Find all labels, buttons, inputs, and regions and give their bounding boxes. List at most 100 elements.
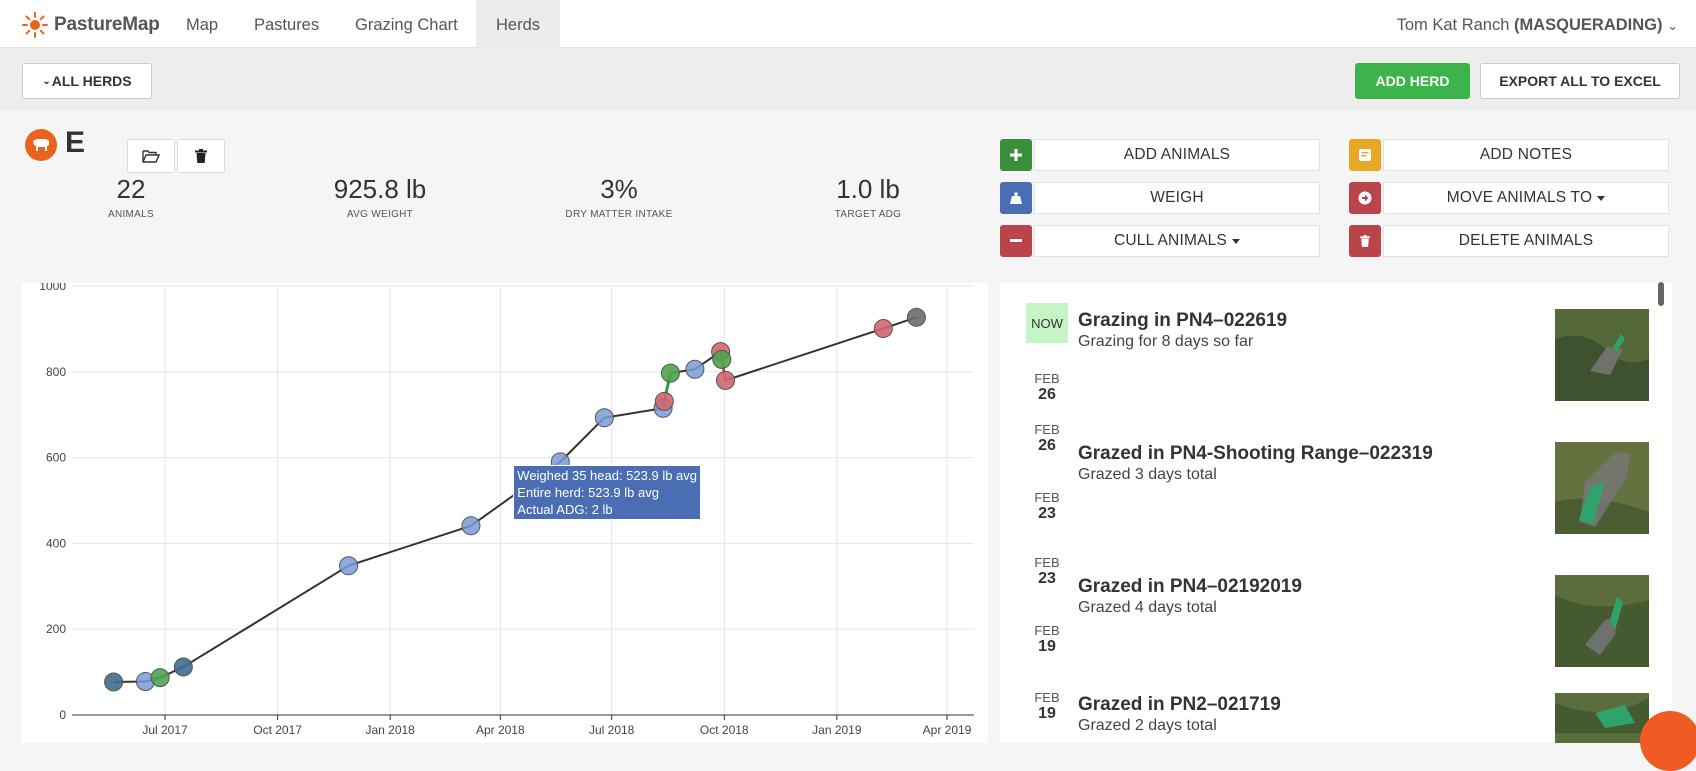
stat-label: DRY MATTER INTAKE [519, 209, 719, 220]
x-tick-label: Jan 2018 [365, 723, 415, 737]
trash-icon [1349, 225, 1381, 257]
pasture-map-thumbnail[interactable] [1555, 575, 1649, 667]
user-menu[interactable]: Tom Kat Ranch (MASQUERADING) ⌄ [1397, 16, 1678, 35]
stat-label: ANIMALS [31, 209, 231, 220]
cull-animals-dropdown[interactable]: CULL ANIMALS [1000, 225, 1320, 257]
data-point [874, 319, 892, 337]
brand-name: PastureMap [54, 14, 160, 36]
brand-logo[interactable]: PastureMap [22, 12, 160, 38]
y-tick-label: 800 [46, 365, 66, 379]
date-day: 23 [1026, 570, 1068, 588]
data-point [661, 364, 679, 382]
grazing-timeline: NOW FEB 26 Grazing in PN4–022619 Grazing… [1000, 283, 1672, 743]
entry-title: Grazed in PN2–021719 [1078, 694, 1281, 716]
data-point [151, 669, 169, 687]
series-line-segment [183, 566, 348, 667]
stat-value: 925.8 lb [280, 174, 480, 205]
add-notes-button[interactable]: ADD NOTES [1349, 139, 1669, 171]
plus-icon [1000, 139, 1032, 171]
tooltip-line: Entire herd: 523.9 lb avg [517, 484, 697, 501]
x-tick-label: Apr 2018 [476, 723, 525, 737]
stat-animals: 22 ANIMALS [31, 174, 231, 220]
move-animals-dropdown[interactable]: MOVE ANIMALS TO [1349, 182, 1669, 214]
herd-name: E [65, 126, 85, 160]
nav-map[interactable]: Map [186, 0, 218, 47]
date-day: 19 [1026, 705, 1068, 723]
data-point [907, 308, 925, 326]
date-month: FEB [1026, 422, 1068, 437]
weigh-button[interactable]: WEIGH [1000, 182, 1320, 214]
data-point [655, 392, 673, 410]
cull-animals-label: CULL ANIMALS [1034, 225, 1320, 257]
y-tick-label: 200 [46, 622, 66, 636]
export-excel-button[interactable]: EXPORT ALL TO EXCEL [1480, 63, 1680, 99]
delete-animals-button[interactable]: DELETE ANIMALS [1349, 225, 1669, 257]
move-animals-label: MOVE ANIMALS TO [1383, 182, 1669, 214]
y-tick-label: 600 [46, 451, 66, 465]
weigh-label: WEIGH [1034, 182, 1320, 214]
pasture-map-thumbnail[interactable] [1555, 309, 1649, 401]
date-month: FEB [1026, 371, 1068, 386]
data-point [713, 350, 731, 368]
y-tick-label: 0 [59, 708, 66, 722]
trash-icon [195, 149, 207, 163]
add-animals-button[interactable]: ADD ANIMALS [1000, 139, 1320, 171]
stat-label: TARGET ADG [768, 209, 968, 220]
x-tick-label: Jul 2018 [589, 723, 635, 737]
add-herd-button[interactable]: ADD HERD [1355, 63, 1470, 99]
date-badge: FEB 23 [1026, 490, 1068, 523]
weight-icon [1000, 182, 1032, 214]
cull-animals-text: CULL ANIMALS [1114, 232, 1227, 250]
nav-grazing-chart[interactable]: Grazing Chart [355, 0, 458, 47]
delete-animals-label: DELETE ANIMALS [1383, 225, 1669, 257]
arrow-circle-right-icon [1349, 182, 1381, 214]
now-badge: NOW [1026, 303, 1068, 343]
pasture-map-thumbnail[interactable] [1555, 442, 1649, 534]
add-animals-label: ADD ANIMALS [1034, 139, 1320, 171]
date-day: 23 [1026, 505, 1068, 523]
date-badge: FEB 19 [1026, 623, 1068, 656]
stat-target-adg: 1.0 lb TARGET ADG [768, 174, 968, 220]
chat-widget-button[interactable] [1640, 711, 1696, 771]
date-month: FEB [1026, 555, 1068, 570]
stat-label: AVG WEIGHT [280, 209, 480, 220]
chevron-down-icon: ⌄ [1667, 18, 1678, 33]
chart-tooltip: Weighed 35 head: 523.9 lb avg Entire her… [513, 465, 701, 520]
nav-pastures[interactable]: Pastures [254, 0, 319, 47]
timeline-scrollbar[interactable] [1658, 282, 1664, 306]
pasture-map-thumbnail[interactable] [1555, 693, 1649, 743]
top-navbar: PastureMap Map Pastures Grazing Chart He… [0, 0, 1696, 48]
x-tick-label: Oct 2017 [253, 723, 302, 737]
tooltip-line: Actual ADG: 2 lb [517, 501, 697, 518]
all-herds-dropdown[interactable]: ⌄ ALL HERDS [22, 63, 152, 99]
nav-herds[interactable]: Herds [476, 0, 560, 47]
entry-title: Grazing in PN4–022619 [1078, 310, 1287, 332]
add-notes-label: ADD NOTES [1383, 139, 1669, 171]
user-name: Tom Kat Ranch [1397, 16, 1510, 34]
x-tick-label: Jul 2017 [142, 723, 188, 737]
folder-open-button[interactable] [127, 139, 175, 173]
data-point [595, 409, 613, 427]
entry-subtitle: Grazing for 8 days so far [1078, 333, 1253, 351]
data-point [174, 658, 192, 676]
chevron-down-icon: ⌄ [42, 76, 50, 87]
note-icon [1349, 139, 1381, 171]
x-tick-label: Oct 2018 [700, 723, 749, 737]
x-tick-label: Jan 2019 [812, 723, 862, 737]
date-badge: FEB 26 [1026, 422, 1068, 455]
date-month: FEB [1026, 490, 1068, 505]
delete-herd-button[interactable] [177, 139, 225, 173]
date-day: 19 [1026, 638, 1068, 656]
date-badge: FEB 26 [1026, 371, 1068, 404]
herds-toolbar: ⌄ ALL HERDS ADD HERD EXPORT ALL TO EXCEL [0, 48, 1696, 110]
caret-down-icon [1597, 196, 1605, 201]
data-point [105, 673, 123, 691]
date-month: FEB [1026, 623, 1068, 638]
date-badge: FEB 19 [1026, 690, 1068, 723]
stat-dry-matter: 3% DRY MATTER INTAKE [519, 174, 719, 220]
data-point [716, 371, 734, 389]
move-animals-text: MOVE ANIMALS TO [1447, 189, 1592, 207]
x-tick-label: Apr 2019 [923, 723, 972, 737]
